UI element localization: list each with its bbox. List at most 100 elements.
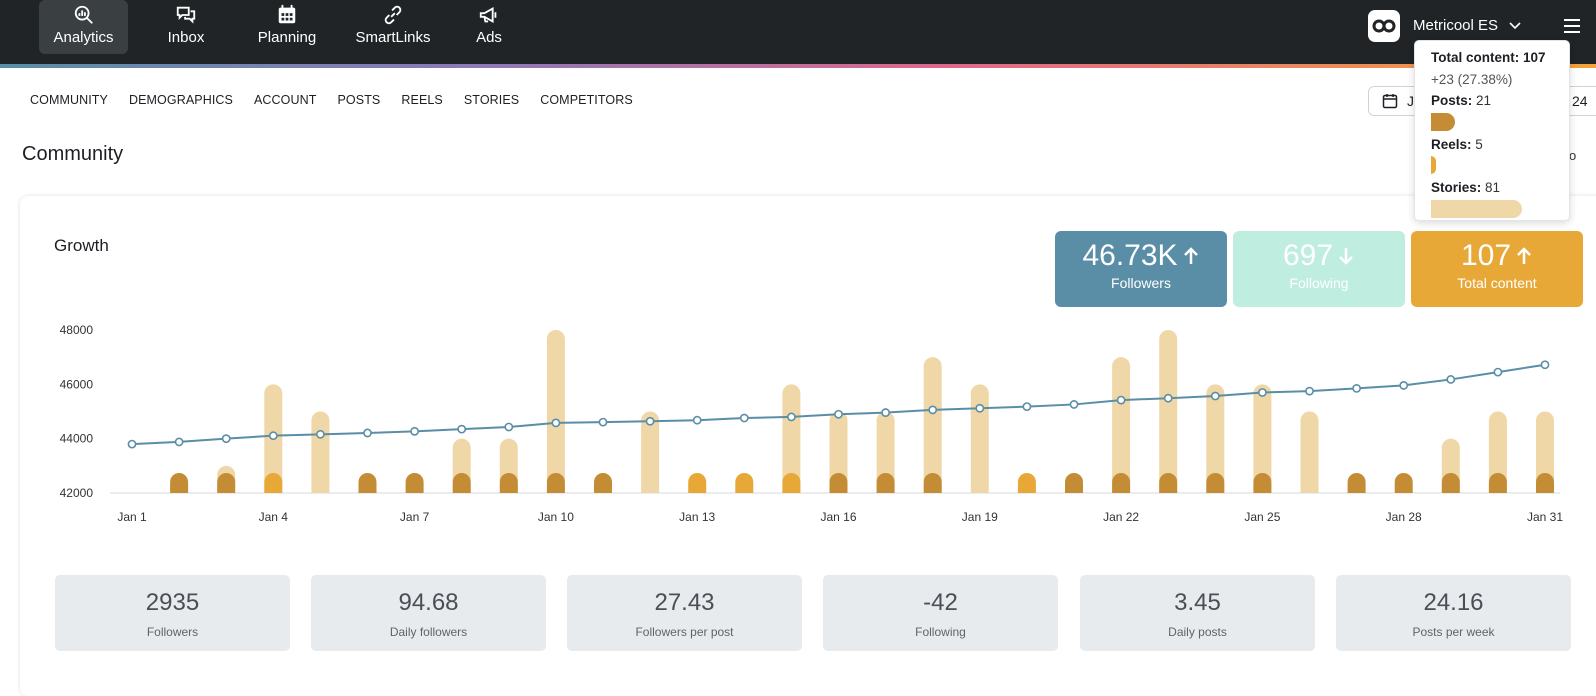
followers-point <box>645 416 655 426</box>
followers-point <box>1210 391 1220 401</box>
followers-point <box>1305 386 1314 396</box>
stories-bar <box>1206 384 1225 493</box>
y-tick-label: 48000 <box>60 323 94 337</box>
kpi-total-content[interactable]: 107 Total content <box>1411 231 1583 307</box>
kpi-following[interactable]: 697 Following <box>1233 231 1405 307</box>
posts-bar <box>358 473 377 493</box>
stories-bar <box>1488 411 1507 493</box>
analytics-icon <box>74 5 93 24</box>
posts-bar <box>1112 473 1131 493</box>
nav-analytics[interactable]: Analytics <box>39 0 128 54</box>
x-tick-label: Jan 1 <box>117 510 147 524</box>
kpi-followers[interactable]: 46.73K Followers <box>1055 231 1227 307</box>
followers-point <box>1446 375 1456 384</box>
brand-gradient-strip <box>0 64 1596 68</box>
calendar-icon <box>278 4 296 24</box>
x-tick-label: Jan 7 <box>400 510 430 524</box>
nav-ads[interactable]: Ads <box>458 0 520 54</box>
kpi-label: Followers <box>1111 275 1171 291</box>
nav-label: Ads <box>476 29 502 46</box>
posts-bar <box>217 473 236 493</box>
kpi-value: 697 <box>1282 239 1334 272</box>
posts-bar <box>170 473 189 493</box>
followers-point <box>551 418 561 428</box>
growth-title: Growth <box>54 236 109 255</box>
tooltip-row-label: Posts: <box>1431 93 1473 108</box>
reels-bar <box>264 473 283 493</box>
stat-value: 24.16 <box>1423 589 1484 616</box>
posts-bar <box>1206 473 1225 493</box>
kpi-value: 107 <box>1460 239 1512 272</box>
date-range-end: 24 <box>1572 93 1588 109</box>
subnav-competitors[interactable]: COMPETITORS <box>540 93 633 107</box>
stat-label: Daily posts <box>1168 625 1227 639</box>
calendar-icon <box>1382 94 1398 109</box>
subnav-reels[interactable]: REELS <box>401 93 443 107</box>
stat-value: 3.45 <box>1174 589 1221 616</box>
nav-label: SmartLinks <box>355 29 431 46</box>
nav-planning[interactable]: Planning <box>243 0 331 54</box>
x-tick-label: Jan 31 <box>1527 510 1563 524</box>
followers-point <box>1163 393 1173 403</box>
analytics-subnav: COMMUNITY DEMOGRAPHICS ACCOUNT POSTS REE… <box>30 93 654 107</box>
tooltip-row-label: Reels: <box>1431 136 1472 152</box>
tooltip-row-value: 5 <box>1475 136 1483 152</box>
followers-point <box>975 403 985 413</box>
tooltip-stories-bar <box>1431 199 1522 218</box>
tooltip-reels-bar <box>1431 156 1436 174</box>
followers-point <box>787 412 796 422</box>
followers-point <box>692 415 702 425</box>
kpi-value: 46.73K <box>1082 239 1178 272</box>
link-icon <box>384 5 402 25</box>
x-tick-label: Jan 22 <box>1103 510 1139 524</box>
tooltip-title-value: 107 <box>1523 50 1546 65</box>
stat-label: Posts per week <box>1412 625 1495 639</box>
x-tick-label: Jan 4 <box>259 510 289 524</box>
tooltip-delta: +23 (27.38%) <box>1431 71 1513 87</box>
stories-bar <box>546 330 565 493</box>
followers-point <box>881 408 890 417</box>
followers-point <box>1258 388 1267 397</box>
followers-point <box>315 429 325 439</box>
nav-inbox[interactable]: Inbox <box>143 0 229 54</box>
nav-label: Inbox <box>167 29 205 46</box>
x-tick-label: Jan 13 <box>679 510 715 524</box>
megaphone-icon <box>479 7 497 23</box>
posts-bar <box>499 473 518 493</box>
followers-point <box>410 426 419 436</box>
stories-bar <box>311 411 330 493</box>
hamburger-menu-icon[interactable] <box>1562 16 1582 36</box>
brand-name[interactable]: Metricool ES <box>1413 17 1499 34</box>
kpi-label: Following <box>1289 275 1349 291</box>
x-tick-label: Jan 16 <box>820 510 856 524</box>
subnav-stories[interactable]: STORIES <box>463 93 520 107</box>
stat-value: 94.68 <box>398 589 459 616</box>
stat-followers: 2935 Followers <box>55 575 290 651</box>
x-tick-label: Jan 10 <box>538 510 574 524</box>
x-tick-label: Jan 19 <box>962 510 998 524</box>
posts-bar <box>594 473 612 493</box>
y-tick-label: 44000 <box>60 432 94 446</box>
nav-smartlinks[interactable]: SmartLinks <box>346 0 440 54</box>
stat-label: Followers <box>146 625 199 639</box>
y-tick-label: 46000 <box>60 377 94 391</box>
followers-point <box>1399 381 1409 390</box>
y-tick-label: 42000 <box>60 486 94 500</box>
arrow-up-icon <box>1517 247 1531 264</box>
inbox-icon <box>176 6 196 24</box>
x-tick-label: Jan 25 <box>1244 510 1280 524</box>
stat-label: Daily followers <box>389 625 468 639</box>
tooltip-row-label: Stories: <box>1431 180 1482 195</box>
subnav-demographics[interactable]: DEMOGRAPHICS <box>128 93 233 107</box>
posts-bar <box>405 473 424 493</box>
chevron-down-icon[interactable] <box>1508 18 1522 32</box>
followers-point <box>598 417 608 427</box>
brand-logo[interactable] <box>1368 10 1400 42</box>
subnav-account[interactable]: ACCOUNT <box>253 93 317 107</box>
subnav-community[interactable]: COMMUNITY <box>30 93 108 107</box>
subnav-posts[interactable]: POSTS <box>337 93 381 107</box>
stories-bar <box>1159 330 1178 493</box>
followers-point <box>127 439 137 449</box>
stat-daily-followers: 94.68 Daily followers <box>311 575 546 651</box>
tooltip-row-value: 21 <box>1476 93 1492 108</box>
